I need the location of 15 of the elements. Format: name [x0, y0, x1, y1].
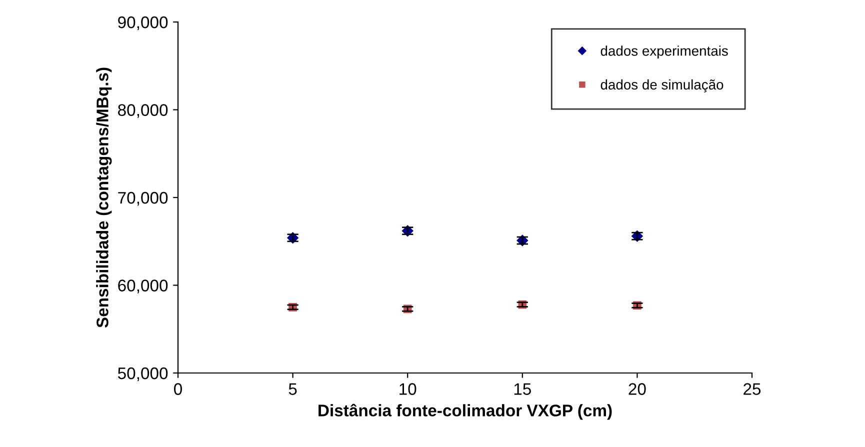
x-tick-label: 5: [288, 383, 297, 395]
x-tick-label: 10: [400, 383, 416, 395]
y-tick-label: 80,000: [118, 104, 168, 118]
legend-label: dados experimentais: [600, 46, 728, 59]
x-tick-label: 15: [514, 383, 531, 395]
y-axis-title: Sensibilidade (contagens/MBq.s): [96, 68, 112, 328]
x-tick-label: 20: [628, 383, 646, 395]
x-tick-label: 25: [744, 383, 761, 395]
x-axis-title: Distância fonte-colimador VXGP (cm): [318, 404, 612, 420]
legend-label: dados de simulação: [600, 79, 724, 92]
y-tick-label: 50,000: [118, 367, 168, 382]
y-tick-label: 60,000: [118, 280, 168, 294]
y-tick-label: 90,000: [118, 16, 168, 30]
y-tick-label: 70,000: [118, 192, 168, 206]
x-tick-label: 0: [174, 383, 182, 395]
